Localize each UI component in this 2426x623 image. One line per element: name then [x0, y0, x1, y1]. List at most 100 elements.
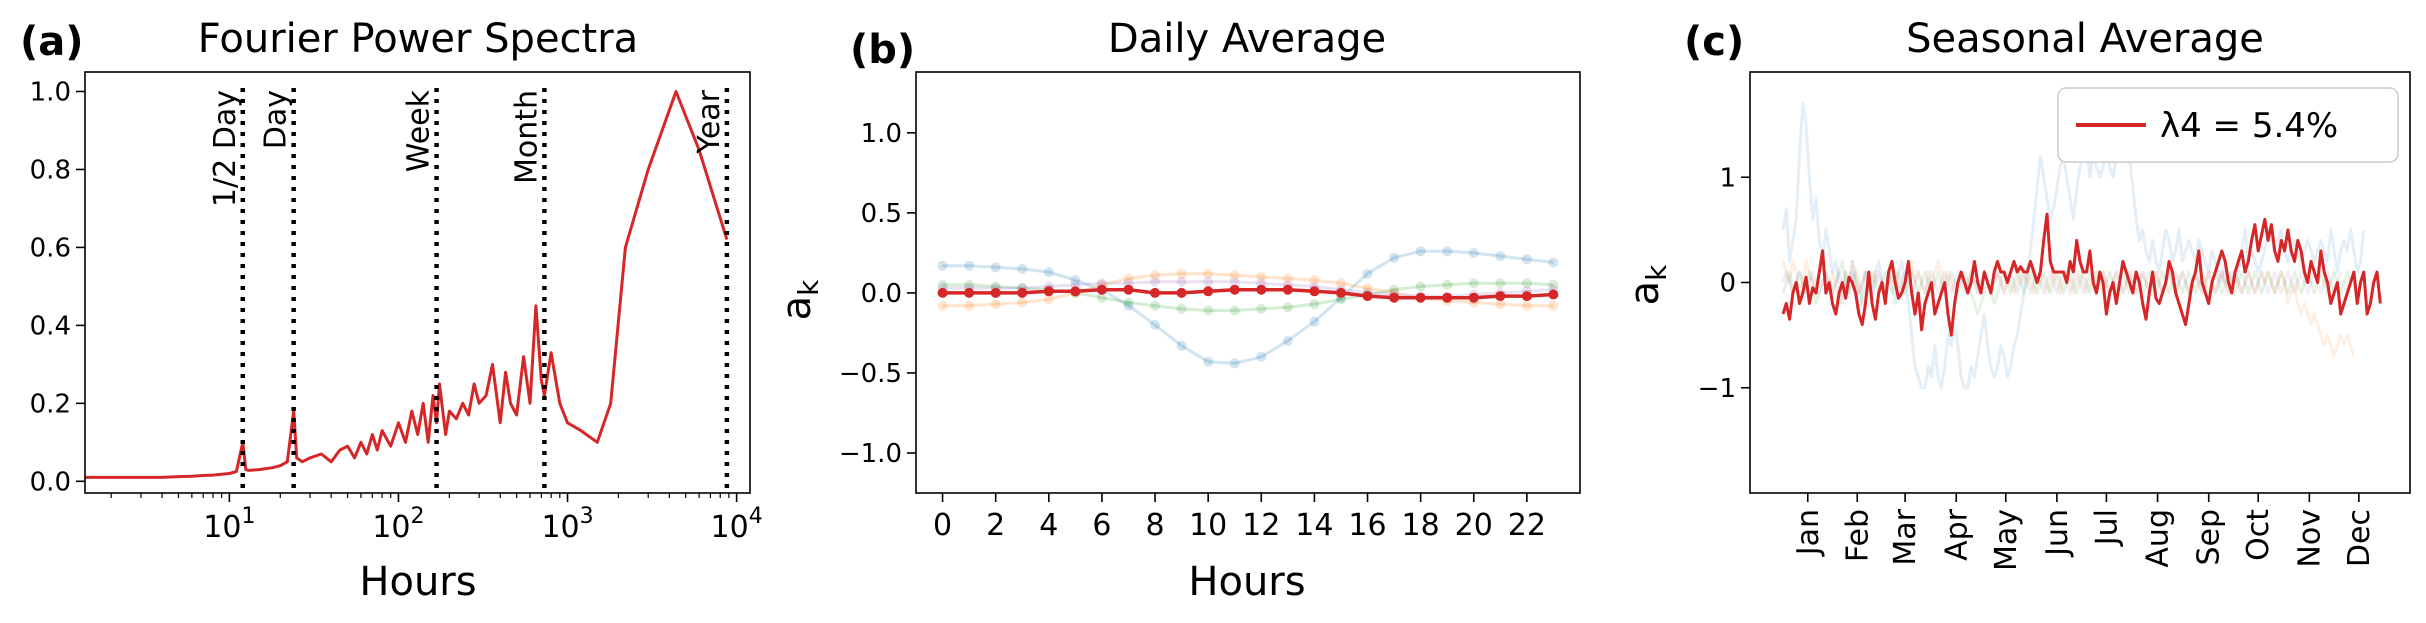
main-series-point: [1070, 286, 1081, 297]
faint-series-point: [1521, 254, 1532, 265]
x-tick-label: 102: [372, 504, 424, 545]
faint-series-point: [1521, 300, 1532, 311]
x-tick-label: Jan: [1791, 509, 1826, 557]
y-tick-label: −1: [1698, 374, 1736, 404]
main-series-point: [1017, 287, 1028, 298]
panel-b-frame: [915, 71, 1581, 494]
faint-series-point: [1017, 263, 1028, 274]
main-series-point: [1309, 286, 1320, 297]
faint-series-point: [1548, 300, 1559, 311]
faint-series-point: [1176, 276, 1187, 287]
main-series-point: [1229, 284, 1240, 295]
y-tick-label: 1.0: [861, 119, 902, 149]
faint-series-point: [1123, 300, 1134, 311]
faint-series-point: [1150, 270, 1160, 281]
main-series-point: [937, 287, 948, 298]
faint-series-point: [1548, 257, 1559, 268]
reference-vline-label: Month: [509, 90, 544, 184]
faint-series-point: [1150, 319, 1160, 330]
faint-series-point: [937, 260, 948, 271]
faint-series-point: [1176, 303, 1187, 314]
x-tick-label: 8: [1145, 508, 1164, 543]
y-tick-label: 0.8: [30, 155, 71, 185]
faint-series-point: [1521, 278, 1532, 289]
faint-series-point: [1495, 251, 1506, 262]
panel-c-legend: λ4 = 5.4%: [2057, 87, 2399, 163]
x-tick-label: Nov: [2292, 509, 2327, 568]
faint-series-point: [1415, 281, 1426, 292]
x-tick-label: Sep: [2192, 509, 2227, 566]
x-tick-label: 103: [541, 504, 593, 545]
panel-c-ylabel: ak: [1622, 264, 1673, 306]
main-series-point: [1256, 284, 1267, 295]
faint-series-point: [1203, 305, 1214, 316]
x-tick-label: 10: [1189, 508, 1227, 543]
y-tick-label: 1: [1719, 163, 1736, 193]
main-series-point: [1442, 292, 1453, 303]
y-tick-label: 1.0: [30, 77, 71, 107]
faint-series-point: [964, 279, 975, 290]
faint-series-point: [1043, 294, 1054, 305]
faint-series-point: [964, 260, 975, 271]
x-tick-label: 14: [1295, 508, 1333, 543]
x-tick-label: 12: [1242, 508, 1280, 543]
x-tick-label: 18: [1402, 508, 1440, 543]
y-tick-label: 0.4: [30, 311, 71, 341]
reference-vline-label: Day: [259, 90, 294, 149]
panel-a-title: Fourier Power Spectra: [198, 16, 638, 62]
main-series-point: [1362, 291, 1373, 302]
faint-series-point: [1362, 283, 1373, 294]
panel-a-frame: [84, 71, 751, 494]
faint-series-point: [1548, 279, 1559, 290]
panel-b-ylabel: ak: [774, 279, 825, 321]
y-tick-label: 0.5: [861, 199, 902, 229]
x-tick-label: May: [1989, 509, 2024, 571]
main-series-point: [990, 287, 1001, 298]
faint-series-point: [1123, 273, 1134, 284]
panel-b: (b) Daily Average Hours ak −1.0 −0.5 0.0 0.…: [774, 16, 1581, 605]
faint-series-point: [1389, 284, 1400, 295]
faint-series-point: [1468, 278, 1479, 289]
faint-series-point: [1229, 305, 1240, 316]
x-tick-label: 101: [203, 504, 255, 545]
legend-label: λ4 = 5.4%: [2160, 106, 2338, 146]
panel-b-xlabel: Hours: [1188, 559, 1305, 605]
faint-series-point: [1282, 273, 1293, 284]
x-tick-label: 20: [1455, 508, 1493, 543]
main-series-point: [1336, 287, 1346, 298]
main-series-point: [1468, 292, 1479, 303]
faint-series-point: [1282, 335, 1293, 346]
faint-series-point: [937, 279, 948, 290]
y-tick-label: 0: [1719, 269, 1736, 299]
panel-a-plot-area: 1/2 Day Day Week Month Year 0.0 0.2 0.4 0.6 0.8 1.…: [30, 71, 763, 545]
panel-b-plot-area: −1.0 −0.5 0.0 0.5 1.0 0 2 4 6 8 10 12 14 16 18 20 22: [839, 71, 1581, 543]
reference-vline-label: Year: [692, 89, 727, 154]
faint-series-point: [1229, 358, 1240, 369]
panel-c-title: Seasonal Average: [1906, 16, 2264, 62]
faint-series-point: [1415, 246, 1426, 257]
x-tick-label: 22: [1508, 508, 1546, 543]
main-series-point: [1150, 287, 1160, 298]
x-tick-label: Feb: [1840, 509, 1875, 562]
x-tick-label: Dec: [2342, 509, 2377, 567]
main-series-line: [942, 287, 1554, 300]
x-tick-label: Jun: [2040, 509, 2075, 558]
faint-series-point: [1203, 268, 1214, 279]
faint-series-point: [964, 300, 975, 311]
y-tick-label: −0.5: [839, 359, 902, 389]
faint-series-point: [1229, 276, 1240, 287]
main-series-point: [1415, 292, 1426, 303]
main-series-line: [1781, 212, 2382, 337]
panel-c: (c) Seasonal Average ak −1 0 1 Jan Feb Mar Apr…: [1622, 16, 2411, 571]
y-tick-label: −1.0: [839, 439, 902, 469]
main-series-point: [1043, 286, 1054, 297]
faint-series-point: [1495, 278, 1506, 289]
faint-series-point: [1282, 302, 1293, 313]
main-series-point: [1096, 284, 1107, 295]
faint-series-point: [1442, 279, 1453, 290]
faint-series-line: [942, 272, 1554, 308]
y-tick-label: 0.2: [30, 389, 71, 419]
faint-series-point: [1495, 299, 1506, 310]
faint-series-point: [1256, 351, 1267, 362]
